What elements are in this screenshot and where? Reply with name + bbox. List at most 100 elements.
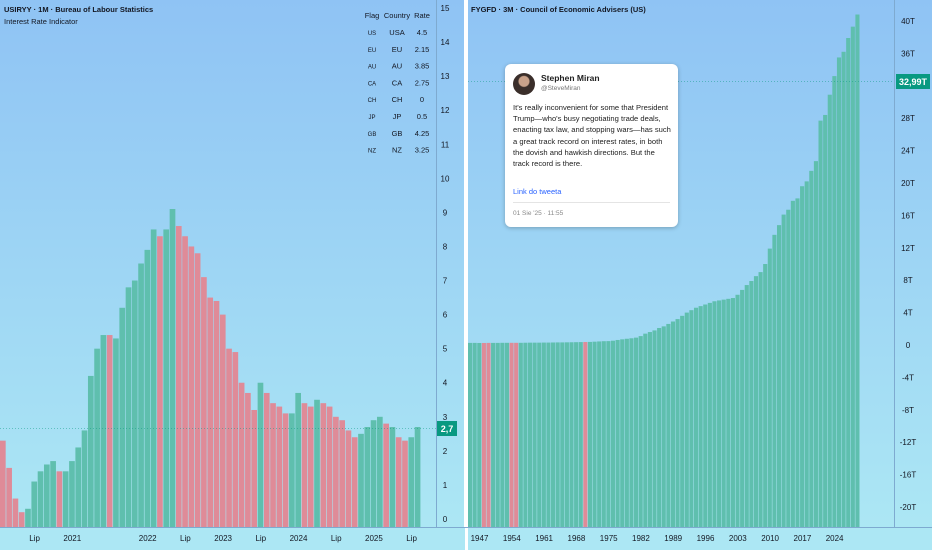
right-bar[interactable] [832, 76, 837, 527]
left-bar[interactable] [232, 352, 239, 527]
right-bar[interactable] [652, 330, 657, 527]
right-bar[interactable] [809, 170, 814, 527]
left-bar[interactable] [307, 406, 314, 527]
right-bar[interactable] [758, 272, 763, 527]
right-bar[interactable] [481, 342, 486, 527]
right-bar[interactable] [610, 340, 616, 527]
right-bar[interactable] [629, 338, 634, 527]
left-bar[interactable] [389, 427, 396, 527]
right-bar[interactable] [537, 342, 542, 527]
left-bar[interactable] [94, 348, 100, 527]
left-chart-title[interactable]: USIRYY · 1M · Bureau of Labour Statistic… [4, 5, 153, 14]
right-bar[interactable] [730, 298, 735, 527]
right-bar[interactable] [781, 214, 786, 527]
right-bar[interactable] [717, 300, 722, 527]
right-bar[interactable] [638, 336, 643, 527]
left-bar[interactable] [131, 280, 138, 527]
right-bar[interactable] [740, 289, 745, 527]
left-bar[interactable] [12, 498, 19, 527]
left-bar[interactable] [395, 437, 402, 527]
tweet-card[interactable]: Stephen Miran @SteveMiran It's really in… [505, 64, 678, 227]
left-bar[interactable] [81, 430, 88, 527]
right-bar[interactable] [643, 333, 648, 527]
left-bar[interactable] [169, 208, 176, 528]
left-indicator-label[interactable]: Interest Rate Indicator [4, 17, 78, 26]
right-bar[interactable] [684, 312, 689, 527]
left-bar[interactable] [226, 348, 232, 527]
left-bar[interactable] [69, 461, 75, 527]
right-bar[interactable] [564, 342, 569, 527]
left-bar[interactable] [408, 437, 415, 527]
left-bar[interactable] [75, 447, 82, 527]
right-bar[interactable] [689, 310, 694, 527]
left-bar[interactable] [282, 413, 289, 527]
left-bar[interactable] [87, 375, 94, 527]
right-bar[interactable] [495, 342, 500, 527]
left-bar[interactable] [320, 403, 327, 527]
right-bar[interactable] [583, 342, 588, 527]
right-bar[interactable] [509, 342, 514, 527]
right-bar[interactable] [532, 342, 537, 527]
right-bar[interactable] [504, 342, 509, 527]
right-bar[interactable] [574, 342, 579, 527]
right-bar[interactable] [675, 319, 680, 527]
right-bar[interactable] [795, 198, 800, 527]
right-bar[interactable] [721, 299, 726, 527]
right-bar[interactable] [735, 294, 740, 527]
left-bar[interactable] [201, 277, 207, 527]
left-bar[interactable] [138, 263, 144, 528]
left-bar[interactable] [301, 403, 308, 527]
right-bar[interactable] [850, 26, 855, 527]
right-bar[interactable] [749, 281, 754, 527]
right-bar[interactable] [818, 120, 823, 527]
right-bar[interactable] [620, 339, 625, 527]
right-bar[interactable] [477, 342, 482, 527]
right-bar[interactable] [661, 326, 666, 527]
left-bar[interactable] [270, 403, 276, 527]
left-last-value-box[interactable] [437, 421, 457, 436]
left-bar[interactable] [402, 440, 408, 527]
right-bar[interactable] [569, 342, 574, 527]
right-bar[interactable] [712, 301, 717, 527]
left-bar[interactable] [351, 437, 358, 527]
right-bar[interactable] [841, 51, 846, 527]
right-bar[interactable] [666, 323, 671, 527]
right-bar[interactable] [813, 161, 818, 527]
right-bar[interactable] [846, 38, 851, 527]
right-bar[interactable] [698, 306, 703, 527]
right-bar[interactable] [657, 327, 662, 527]
left-bar[interactable] [100, 335, 107, 527]
right-chart-title[interactable]: FYGFD · 3M · Council of Economic Adviser… [471, 5, 646, 14]
right-bar[interactable] [578, 342, 583, 527]
right-bar[interactable] [670, 321, 676, 527]
right-bar[interactable] [546, 342, 551, 527]
right-bar[interactable] [836, 57, 842, 527]
left-bar[interactable] [175, 226, 182, 527]
right-bar[interactable] [647, 332, 652, 527]
right-bar[interactable] [491, 342, 496, 527]
left-bar[interactable] [62, 471, 69, 527]
right-bar[interactable] [472, 342, 477, 527]
left-bar[interactable] [18, 512, 25, 527]
left-bar[interactable] [43, 464, 50, 527]
left-bar[interactable] [194, 253, 201, 527]
left-bar[interactable] [370, 420, 377, 527]
right-bar[interactable] [518, 342, 523, 527]
left-bar[interactable] [276, 406, 283, 527]
right-bar[interactable] [500, 342, 505, 527]
right-bar[interactable] [800, 186, 805, 528]
tweet-author-name[interactable]: Stephen Miran [541, 73, 600, 83]
tweet-author-handle[interactable]: @SteveMiran [541, 85, 581, 92]
right-bar[interactable] [592, 341, 597, 527]
right-bar[interactable] [767, 248, 772, 528]
left-bar[interactable] [144, 249, 151, 527]
left-bar[interactable] [113, 338, 119, 527]
right-bar[interactable] [680, 315, 685, 527]
right-bar[interactable] [855, 14, 860, 527]
right-bar[interactable] [523, 342, 528, 527]
tweet-link[interactable]: Link do tweeta [513, 187, 562, 196]
right-bar[interactable] [634, 337, 639, 527]
left-bar[interactable] [257, 382, 264, 527]
right-bar[interactable] [693, 307, 699, 527]
